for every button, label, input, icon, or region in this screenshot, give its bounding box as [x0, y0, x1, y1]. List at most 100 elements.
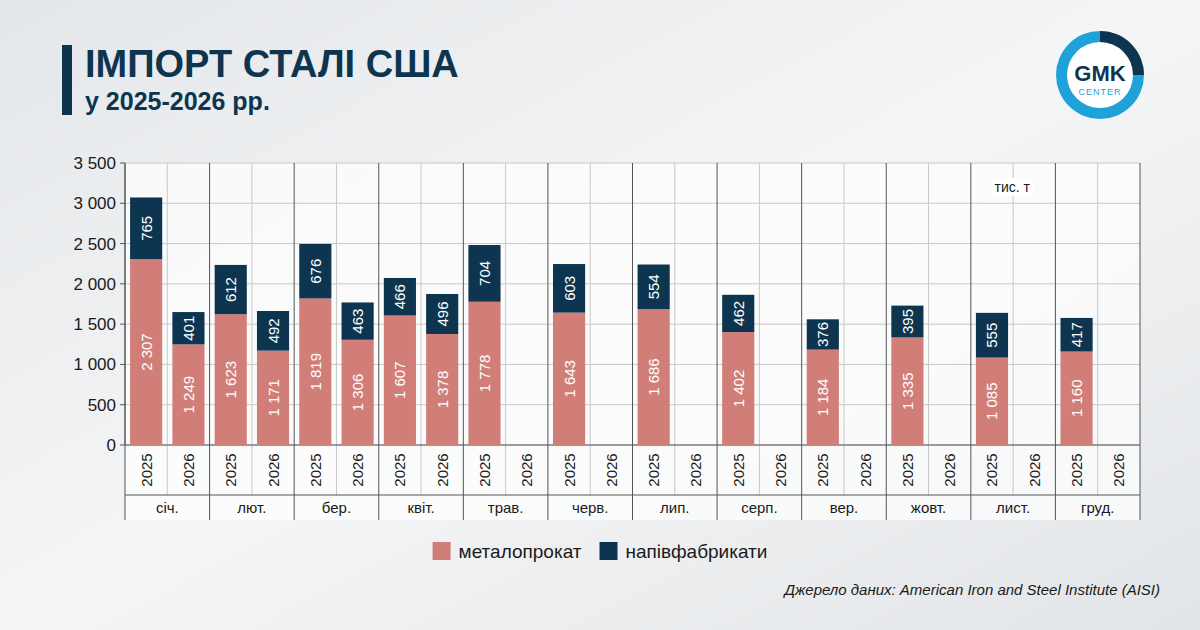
- tick-label: 3 000: [73, 194, 116, 213]
- data-label: 1 306: [349, 374, 366, 412]
- data-label: 496: [434, 301, 451, 326]
- group-label: трав.: [488, 499, 524, 516]
- data-label: 1 778: [476, 355, 493, 393]
- title-bar: [62, 45, 72, 115]
- legend-label: напівфабрикати: [626, 541, 768, 562]
- separator: [294, 163, 295, 520]
- group-label: вер.: [830, 499, 859, 516]
- data-label: 612: [222, 277, 239, 302]
- category-label: 2026: [687, 453, 704, 486]
- data-labels: 2 3077651 2494011 6236121 1714921 819676…: [138, 216, 1085, 420]
- data-label: 1 171: [265, 379, 282, 417]
- bar-segment: [257, 311, 289, 351]
- data-label: 1 623: [222, 361, 239, 399]
- data-label: 462: [730, 301, 747, 326]
- data-label: 1 686: [645, 358, 662, 396]
- category-label: 2026: [265, 453, 282, 486]
- logo-text: GMK: [1074, 61, 1125, 86]
- group-label: бер.: [322, 499, 351, 516]
- data-label: 554: [645, 274, 662, 299]
- category-label: 2025: [814, 453, 831, 486]
- tick-mark: [120, 163, 125, 164]
- grid: [120, 163, 1140, 445]
- category-label: 2025: [645, 453, 662, 486]
- data-label: 1 335: [899, 372, 916, 410]
- subtitle: у 2025-2026 рр.: [85, 87, 270, 115]
- separator: [547, 163, 548, 520]
- legend-swatch: [433, 542, 451, 560]
- separator: [970, 163, 971, 520]
- legend: металопрокатнапівфабрикати: [433, 541, 768, 562]
- separator: [378, 163, 379, 520]
- data-label: 1 402: [730, 370, 747, 408]
- bar-segment: [553, 313, 585, 445]
- separator: [717, 163, 718, 520]
- data-label: 401: [180, 316, 197, 341]
- category-label: 2026: [1026, 453, 1043, 486]
- data-label: 463: [349, 309, 366, 334]
- separator: [632, 163, 633, 520]
- bar-segment: [468, 245, 500, 302]
- group-label: жовт.: [911, 499, 946, 516]
- data-label: 376: [814, 322, 831, 347]
- tick-mark: [120, 243, 125, 244]
- separator: [1055, 163, 1056, 520]
- legend-swatch: [600, 542, 618, 560]
- bar-segment: [976, 313, 1008, 358]
- group-label: груд.: [1081, 499, 1115, 516]
- logo-inner: [1067, 42, 1133, 108]
- category-label: 2025: [899, 453, 916, 486]
- data-label: 395: [899, 309, 916, 334]
- tick-mark: [120, 404, 125, 405]
- bar-segment: [215, 314, 247, 445]
- tick-label: 2 000: [73, 275, 116, 294]
- category-label: 2026: [941, 453, 958, 486]
- group-label: черв.: [572, 499, 609, 516]
- bar-segment: [426, 334, 458, 445]
- source: Джерело даних: American Iron and Steel I…: [782, 581, 1160, 598]
- data-label: 1 607: [391, 361, 408, 399]
- logo: GMKCENTER: [1056, 31, 1144, 119]
- data-label: 417: [1068, 322, 1085, 347]
- tick-mark: [120, 324, 125, 325]
- logo-outer: [1056, 31, 1144, 119]
- bar-segment: [172, 312, 204, 344]
- tick-mark: [120, 364, 125, 365]
- separator: [125, 163, 126, 520]
- separator: [463, 163, 464, 520]
- group-label: лип.: [660, 499, 689, 516]
- bar-segment: [384, 316, 416, 445]
- bars: [130, 197, 1093, 445]
- data-label: 676: [307, 259, 324, 284]
- tick-label: 0: [107, 436, 116, 455]
- data-label: 1 184: [814, 379, 831, 417]
- category-label: 2026: [1110, 453, 1127, 486]
- bar-segment: [172, 344, 204, 445]
- tick-label: 2 500: [73, 235, 116, 254]
- bar-segment: [299, 298, 331, 445]
- category-label: 2025: [476, 453, 493, 486]
- group-label: серп.: [741, 499, 777, 516]
- data-label: 1 160: [1068, 379, 1085, 417]
- group-label: лист.: [996, 499, 1030, 516]
- chart: ІМПОРТ СТАЛІ СШАу 2025-2026 рр.GMKCENTER…: [0, 0, 1200, 630]
- category-label: 2026: [857, 453, 874, 486]
- bar-segment: [722, 295, 754, 332]
- bar-segment: [722, 332, 754, 445]
- data-label: 765: [138, 216, 155, 241]
- category-label: 2025: [730, 453, 747, 486]
- category-label: 2026: [518, 453, 535, 486]
- bar-segment: [1060, 352, 1092, 445]
- data-label: 466: [391, 284, 408, 309]
- category-label: 2025: [222, 453, 239, 486]
- category-label: 2026: [349, 453, 366, 486]
- unit-patch: [992, 178, 1034, 196]
- data-label: 1 085: [983, 383, 1000, 421]
- tick-label: 3 500: [73, 154, 116, 173]
- bar-segment: [891, 306, 923, 338]
- data-label: 492: [265, 318, 282, 343]
- group-label: квіт.: [407, 499, 434, 516]
- tick-mark: [120, 445, 125, 446]
- bar-segment: [468, 302, 500, 445]
- bar-segment: [553, 264, 585, 313]
